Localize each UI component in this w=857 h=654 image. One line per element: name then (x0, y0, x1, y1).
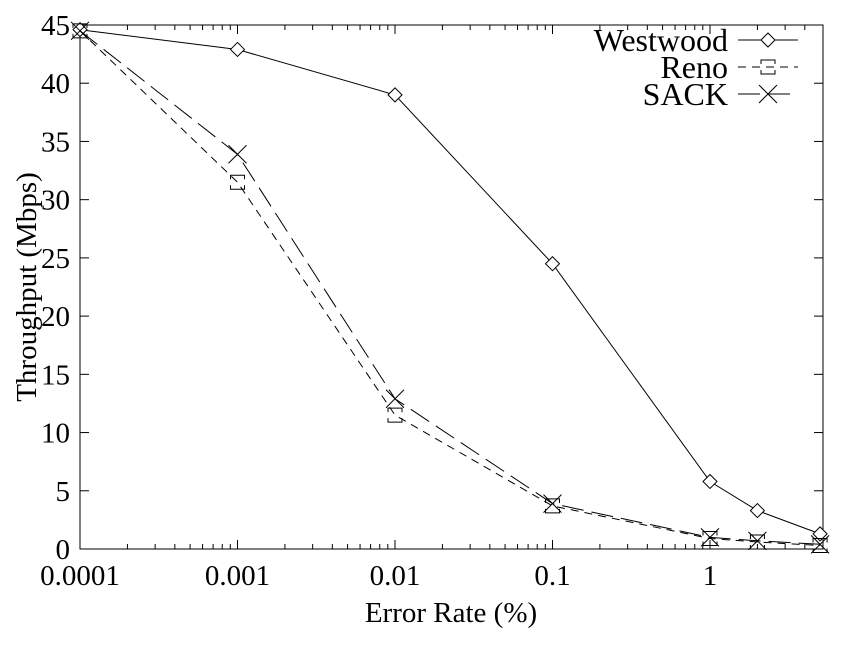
diamond-marker (812, 526, 828, 542)
x-marker (810, 534, 830, 554)
series-reno (72, 23, 828, 554)
square-marker (702, 531, 718, 547)
series-sack (70, 21, 830, 554)
x-axis-label: Error Rate (%) (365, 597, 537, 629)
x-tick-label: 0.0001 (40, 560, 120, 592)
y-tick-label: 15 (41, 359, 70, 391)
series-layer (70, 21, 830, 554)
square-marker (230, 174, 245, 190)
square-marker (749, 534, 765, 550)
square-marker (812, 538, 828, 554)
x-marker (385, 389, 405, 409)
y-tick-label: 45 (41, 10, 70, 42)
y-tick-label: 10 (41, 418, 70, 450)
x-tick-label: 1 (703, 560, 718, 592)
y-tick-label: 5 (56, 476, 71, 508)
diamond-marker (749, 502, 766, 519)
y-tick-label: 0 (56, 534, 71, 566)
diamond-marker (760, 32, 776, 48)
diamond-marker (387, 87, 403, 103)
x-marker (748, 531, 767, 551)
y-tick-label: 35 (41, 126, 70, 158)
legend-label: Reno (660, 49, 728, 85)
y-tick-label: 40 (41, 68, 70, 100)
x-marker (758, 84, 778, 104)
square-marker (760, 59, 776, 75)
x-tick-label: 0.01 (370, 560, 421, 592)
legend-label: SACK (643, 76, 728, 112)
square-marker (545, 498, 560, 514)
series-westwood (72, 21, 828, 542)
diamond-marker (229, 41, 246, 58)
diamond-marker (544, 256, 561, 272)
x-marker (700, 528, 720, 547)
x-marker (543, 494, 562, 513)
series-line (79, 30, 821, 546)
axis-tick-labels: 0 5 10 15 20 25 30 35 40 45 0.0001 0.001 0.01 0.1 1 (40, 10, 717, 592)
y-axis-label: Throughput (Mbps) (11, 172, 43, 402)
x-tick-label: 0.1 (534, 560, 570, 592)
diamond-marker (702, 473, 718, 490)
y-tick-label: 20 (41, 301, 70, 333)
square-marker (387, 407, 403, 423)
x-marker (228, 144, 247, 164)
x-marker (70, 21, 90, 41)
y-tick-label: 25 (41, 243, 70, 275)
plot-area-frame (79, 24, 824, 550)
x-tick-label: 0.001 (205, 560, 270, 592)
legend-label: Westwood (594, 22, 728, 58)
y-tick-label: 30 (41, 185, 70, 217)
